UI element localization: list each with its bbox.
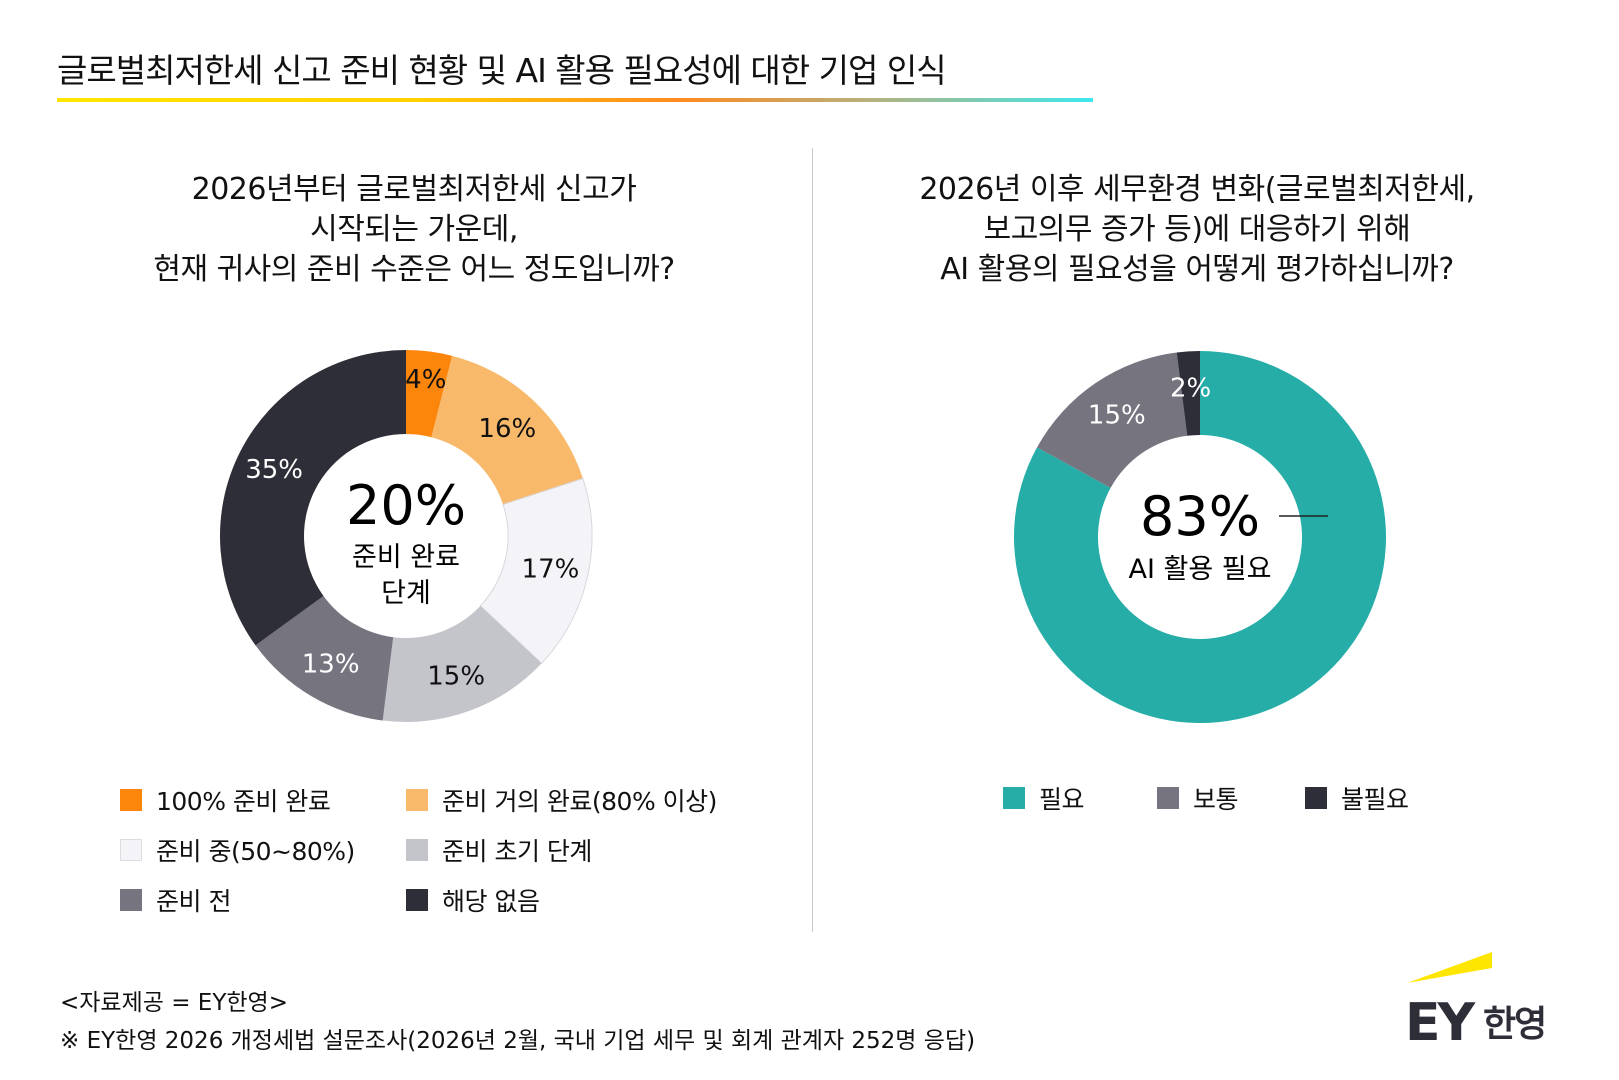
- legend-swatch: [120, 839, 142, 861]
- question-line: 2026년 이후 세무환경 변화(글로벌최저한세,: [919, 172, 1475, 207]
- slice-label: 16%: [478, 414, 536, 444]
- center-value: 20%: [346, 474, 466, 537]
- legend-swatch: [406, 789, 428, 811]
- donut-slice: [406, 350, 453, 438]
- legend-swatch: [1003, 787, 1025, 809]
- center-label: 단계: [381, 578, 431, 609]
- legend-label: 준비 거의 완료(80% 이상): [442, 787, 717, 816]
- question-line: 시작되는 가운데,: [310, 212, 518, 247]
- divider: [812, 148, 813, 932]
- legend-item: 준비 거의 완료(80% 이상): [406, 782, 717, 818]
- legend-label: 준비 전: [156, 887, 231, 916]
- question-line: 2026년부터 글로벌최저한세 신고가: [191, 172, 637, 207]
- slice-label: 17%: [522, 554, 580, 584]
- legend-swatch: [120, 889, 142, 911]
- survey-note: ※ EY한영 2026 개정세법 설문조사(2026년 2월, 국내 기업 세무…: [60, 1028, 976, 1054]
- legend-label: 필요: [1039, 785, 1085, 814]
- readiness-donut: 4% 16% 17% 15% 13% 35%: [219, 350, 593, 722]
- slice-label: 4%: [405, 365, 446, 395]
- slice-label: 15%: [1088, 401, 1146, 431]
- center-label: 준비 완료: [352, 542, 460, 573]
- ai-need-donut: 15% 2%: [1014, 351, 1386, 723]
- donut-slice: [1176, 351, 1200, 436]
- donut-slice: [1037, 352, 1188, 488]
- right-chart-question: 2026년 이후 세무환경 변화(글로벌최저한세, 보고의무 증가 등)에 대응…: [817, 170, 1577, 290]
- donut-slice: [382, 605, 542, 722]
- donut-slice: [431, 355, 583, 505]
- donut-slice: [255, 595, 394, 721]
- legend-label: 준비 초기 단계: [442, 837, 592, 866]
- legend-swatch: [406, 889, 428, 911]
- left-chart-question: 2026년부터 글로벌최저한세 신고가 시작되는 가운데, 현재 귀사의 준비 …: [34, 170, 794, 290]
- legend-item: 필요: [1003, 780, 1085, 816]
- question-line: 현재 귀사의 준비 수준은 어느 정도입니까?: [153, 252, 675, 287]
- donut-slice: [1014, 351, 1386, 723]
- logo-beam: [1407, 952, 1492, 983]
- legend-label: 보통: [1193, 785, 1239, 814]
- legend-item: 불필요: [1305, 780, 1409, 816]
- slice-label: 35%: [245, 455, 303, 485]
- question-line: 보고의무 증가 등)에 대응하기 위해: [983, 212, 1411, 247]
- legend-item: 준비 중(50~80%): [120, 832, 355, 868]
- legend-label: 해당 없음: [442, 887, 540, 916]
- legend-item: 준비 전: [120, 882, 231, 918]
- legend-swatch: [1305, 787, 1327, 809]
- slice-label: 15%: [427, 661, 485, 691]
- center-label: AI 활용 필요: [1129, 554, 1272, 585]
- question-line: AI 활용의 필요성을 어떻게 평가하십니까?: [940, 252, 1454, 287]
- svg-text:EY: EY: [1405, 993, 1477, 1046]
- legend-label: 100% 준비 완료: [156, 787, 331, 816]
- legend-swatch: [1157, 787, 1179, 809]
- page-title: 글로벌최저한세 신고 준비 현황 및 AI 활용 필요성에 대한 기업 인식: [57, 51, 947, 90]
- slice-label: 13%: [302, 649, 360, 679]
- legend-item: 준비 초기 단계: [406, 832, 592, 868]
- legend-item: 해당 없음: [406, 882, 540, 918]
- legend-label: 불필요: [1341, 785, 1409, 814]
- donut-slice: [219, 350, 406, 646]
- legend-swatch: [406, 839, 428, 861]
- donut-slice: [479, 477, 593, 665]
- legend-label: 준비 중(50~80%): [156, 837, 355, 866]
- source-credit: <자료제공 = EY한영>: [60, 990, 288, 1016]
- slice-label: 2%: [1170, 373, 1211, 403]
- ey-logo: EY 한영: [1405, 952, 1547, 1046]
- center-value: 83%: [1140, 485, 1260, 548]
- legend-swatch: [120, 789, 142, 811]
- legend-item: 보통: [1157, 780, 1239, 816]
- svg-text:한영: 한영: [1483, 1004, 1545, 1045]
- legend-item: 100% 준비 완료: [120, 782, 331, 818]
- title-underline: [57, 98, 1093, 102]
